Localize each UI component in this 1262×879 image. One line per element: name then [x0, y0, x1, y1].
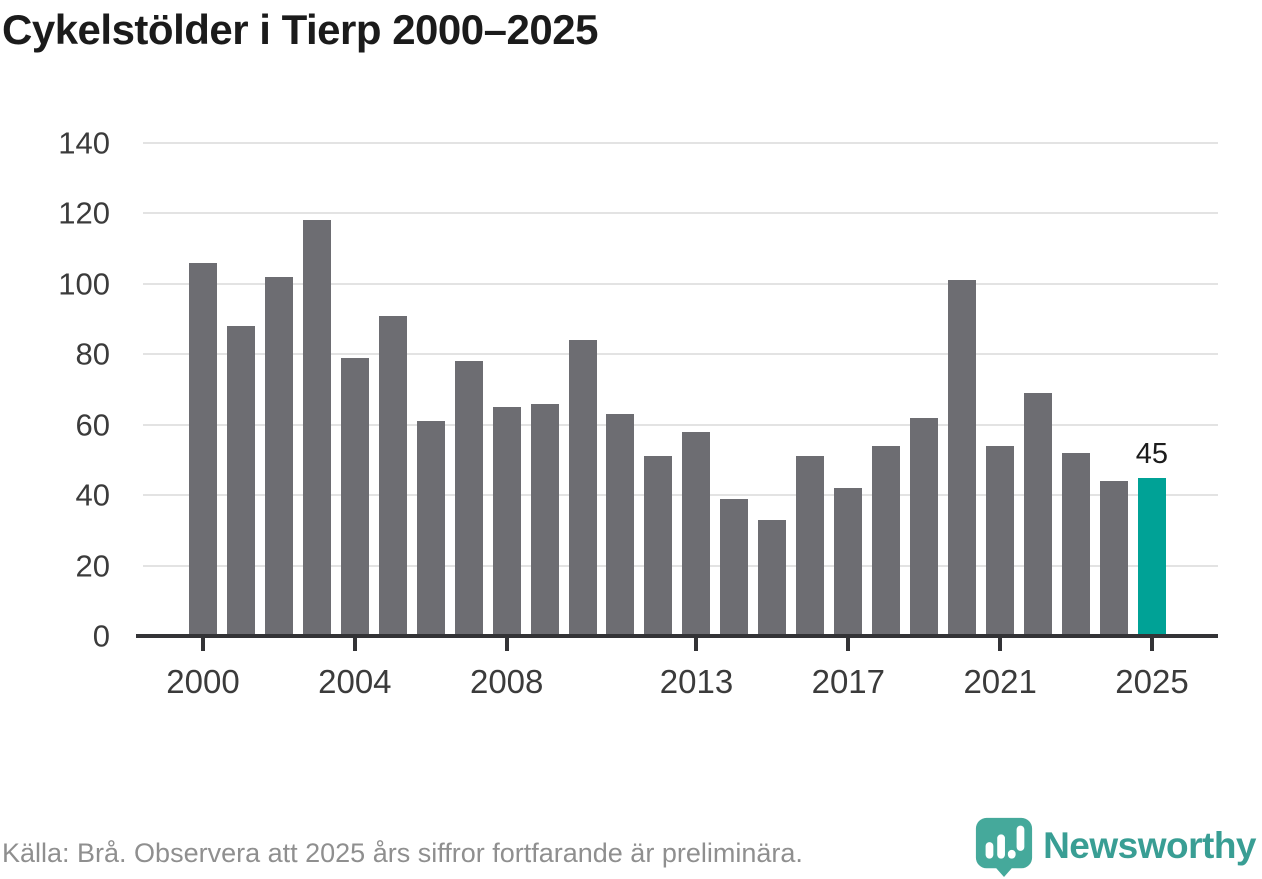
- bar-2017: [834, 488, 863, 636]
- y-axis: 0 20 40 60 80 100 120 140: [0, 128, 110, 652]
- chart-title: Cykelstölder i Tierp 2000–2025: [2, 6, 598, 53]
- bar-2024: [1099, 481, 1128, 636]
- gridline-100: [143, 282, 1218, 285]
- bar-2016: [796, 456, 825, 636]
- bar-2021: [986, 445, 1015, 636]
- x-tick-mark-2008: [504, 636, 509, 651]
- bar-2020: [948, 280, 977, 636]
- y-tick-label-120: 120: [58, 195, 110, 231]
- bar-2022: [1023, 393, 1052, 636]
- newsworthy-logo-text: Newsworthy: [1043, 825, 1256, 866]
- bar-2025: 45: [1136, 438, 1168, 636]
- gridline-120: [143, 212, 1218, 215]
- x-tick-label-2013: 2013: [659, 663, 734, 700]
- bar-2010: [568, 340, 597, 636]
- bar-2002: [264, 276, 293, 636]
- x-tick-label-2004: 2004: [318, 663, 392, 700]
- gridline-60: [143, 423, 1218, 426]
- bar-2015: [758, 519, 787, 636]
- x-tick-mark-2021: [998, 636, 1003, 651]
- source-note: Källa: Brå. Observera att 2025 års siffr…: [2, 838, 803, 868]
- y-tick-label-40: 40: [75, 477, 110, 513]
- x-tick-mark-2013: [694, 636, 699, 651]
- x-tick-label-2000: 2000: [166, 663, 240, 700]
- bar-2007: [454, 361, 483, 636]
- gridline-140: [143, 142, 1218, 144]
- bar-2012: [644, 456, 673, 636]
- gridline-40: [143, 494, 1218, 497]
- x-tick-label-2008: 2008: [469, 663, 544, 700]
- bar-2014: [720, 498, 749, 636]
- bar-2011: [606, 414, 635, 636]
- x-tick-mark-2017: [846, 636, 851, 651]
- y-tick-label-20: 20: [75, 548, 110, 584]
- x-tick-label-2025: 2025: [1115, 663, 1189, 700]
- bar-2018: [872, 445, 901, 636]
- bar-value-label: 45: [1135, 437, 1168, 470]
- y-tick-label-0: 0: [92, 618, 110, 654]
- bar-2013: [682, 431, 711, 636]
- y-tick-label-60: 60: [75, 407, 110, 443]
- plot-area: 45 2000 2004 2008 2013 2017 2021 2025: [136, 142, 1218, 700]
- x-axis-line: [136, 634, 1218, 638]
- newsworthy-logo: Newsworthy: [973, 815, 1256, 877]
- x-tick-mark-2025: [1150, 636, 1154, 651]
- bar-2008: [492, 407, 521, 636]
- y-tick-label-140: 140: [58, 125, 110, 161]
- bar-2023: [1061, 452, 1090, 636]
- bar-2006: [416, 421, 445, 636]
- bar-2003: [302, 220, 331, 636]
- bar-2005: [378, 315, 407, 636]
- x-tick-label-2017: 2017: [811, 663, 886, 700]
- y-tick-label-80: 80: [75, 336, 110, 372]
- bar-2001: [226, 326, 255, 636]
- bar-2000: [189, 262, 217, 636]
- bar-2009: [530, 403, 559, 636]
- x-tick-mark-2000: [201, 636, 205, 651]
- bar-2019: [910, 417, 939, 636]
- newsworthy-logo-icon: [975, 817, 1033, 877]
- gridline-20: [143, 564, 1218, 567]
- bar-series: 45: [143, 143, 1218, 636]
- x-tick-label-2021: 2021: [963, 663, 1037, 700]
- gridline-80: [143, 353, 1218, 356]
- x-tick-mark-2004: [352, 636, 357, 651]
- y-tick-label-100: 100: [58, 266, 110, 302]
- bar-2004: [340, 357, 369, 636]
